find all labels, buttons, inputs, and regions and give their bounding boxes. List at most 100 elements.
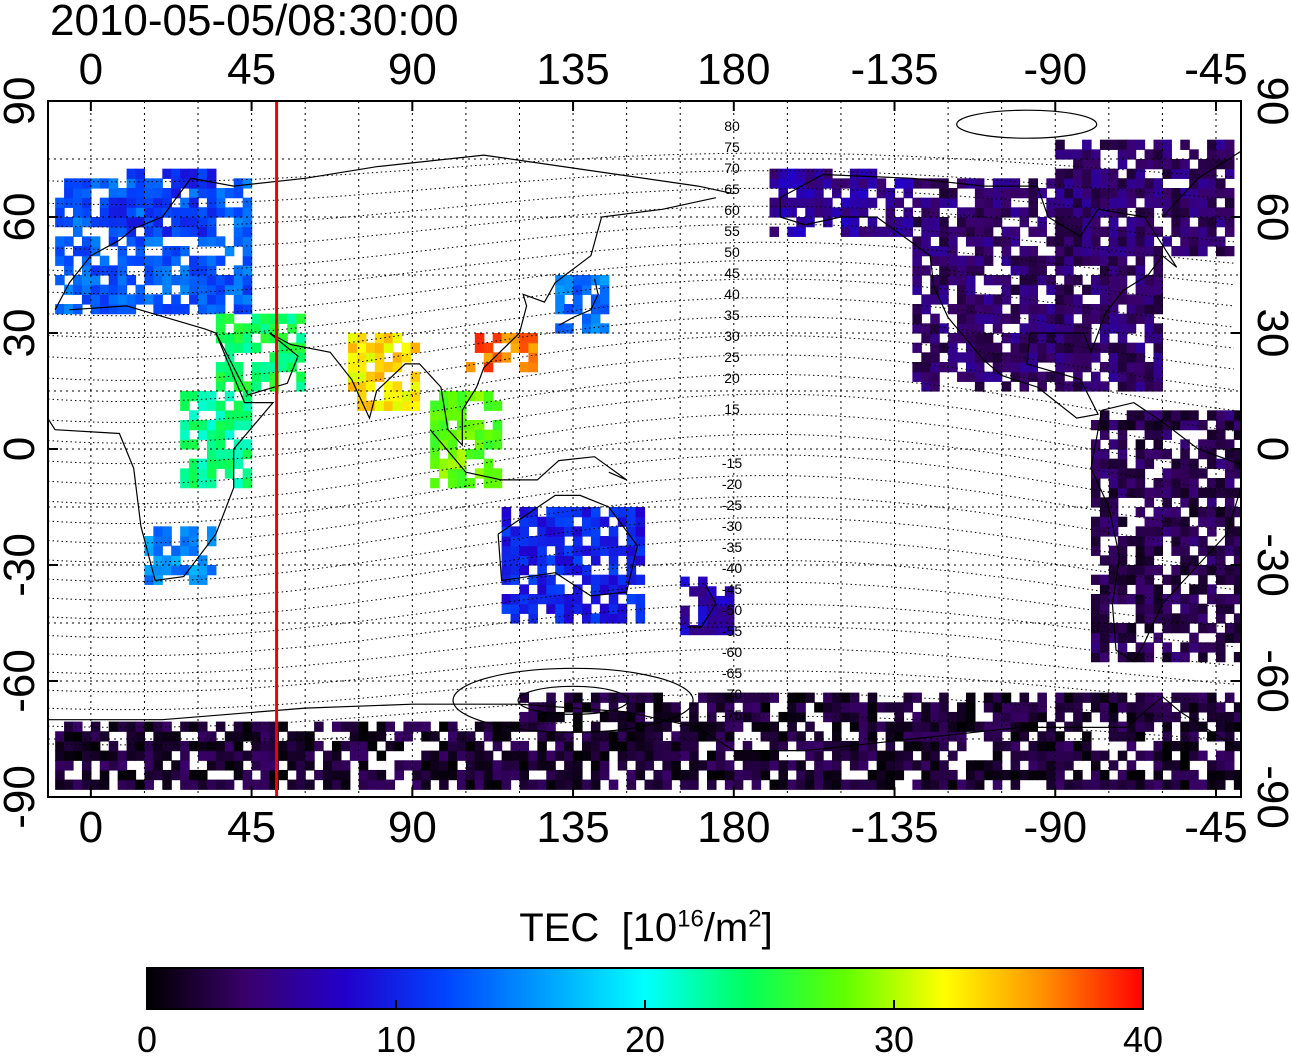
tec-cell [1144,226,1155,237]
tec-cell [162,255,172,266]
tec-cell [1108,497,1119,508]
tec-cell [1180,139,1190,150]
tec-cell [1135,555,1146,566]
tec-cell [912,236,922,247]
tec-cell [608,565,619,576]
tec-cell [974,371,985,382]
tec-cell [1019,255,1030,266]
tec-cell [760,769,771,781]
tec-cell [189,779,199,790]
tec-cell [1073,769,1083,781]
tec-cell [912,779,922,790]
tec-cell [715,624,726,636]
tec-cell [546,769,556,781]
tec-cell [1099,584,1110,595]
tec-cell [1224,632,1235,643]
tec-cell [1224,623,1235,634]
tec-cell [1144,692,1155,703]
tec-cell [992,769,1003,781]
tec-cell [912,760,922,771]
tec-cell [1180,159,1190,170]
tec-cell [1243,497,1253,507]
tec-cell [1001,178,1012,189]
tec-cell [1055,246,1065,257]
y-tick-label-right: -30 [1248,533,1292,597]
tec-cell [1090,750,1101,761]
tec-cell [1090,692,1101,703]
tec-cell [224,731,235,742]
tec-cell [108,236,119,247]
tec-cell [1064,168,1074,179]
tec-cell [1162,731,1172,742]
tec-cell [1144,304,1155,315]
cb-title-suffix: ] [761,906,773,950]
tec-cell [1162,779,1172,790]
tec-cell [153,750,163,761]
tec-cell [992,207,1003,218]
tec-cell [796,226,806,237]
tec-cell [581,284,592,295]
tec-cell [1207,159,1217,170]
tec-cell [1233,410,1241,421]
tec-cell [832,779,842,790]
tec-cell [233,458,244,469]
tec-cell [957,352,967,363]
tec-cell [635,536,646,547]
tec-cell [1180,779,1190,790]
tec-cell [180,304,190,315]
tec-cell [1126,313,1137,324]
tec-cell [983,333,994,344]
tec-cell [957,255,967,266]
tec-cell [528,721,538,732]
tec-cell [1001,711,1012,723]
colorbar-ticks: 0 10 20 30 40 [137,1000,1163,1057]
tec-cell [1189,613,1199,624]
tec-cell [930,702,940,713]
tec-cell [410,381,421,392]
tec-cell [823,769,833,781]
tec-cell [287,740,297,752]
tec-cell [903,750,913,761]
tec-cell [698,624,708,636]
tec-cell [1073,236,1083,247]
tec-cell [1028,178,1039,189]
tec-cell [992,178,1003,189]
tec-cell [206,294,217,305]
tec-cell [635,516,646,527]
tec-cell [242,304,253,315]
tec-cell [55,731,65,742]
tec-cell [555,750,565,761]
tec-cell [635,526,646,537]
tec-cell [242,178,253,189]
tec-cell [153,565,163,576]
tec-cell [180,197,190,208]
tec-cell [206,468,217,479]
tec-cell [260,333,271,344]
tec-cell [1198,565,1208,576]
tec-cell [383,391,394,402]
tec-cell [1046,197,1056,208]
tec-cell [55,750,65,761]
tec-cell [358,721,369,732]
tec-cell [796,760,806,771]
tec-cell [912,313,922,324]
tec-cell [383,342,394,353]
tec-cell [215,381,226,392]
tec-cell [439,420,449,431]
tec-cell [1171,516,1181,527]
tec-cell [1055,168,1065,179]
tec-cell [1019,371,1030,382]
tec-cell [99,197,110,208]
tec-cell [1055,740,1065,752]
tec-cell [992,740,1003,752]
tec-cell [1055,197,1065,208]
tec-cell [823,711,833,723]
tec-cell [242,449,253,460]
contour-label: 65 [724,181,740,197]
tec-cell [1117,188,1128,199]
tec-cell [876,226,887,237]
tec-cell [546,779,556,790]
tec-cell [1073,294,1083,305]
tec-cell [510,333,521,344]
south-pole-contour [452,667,694,733]
